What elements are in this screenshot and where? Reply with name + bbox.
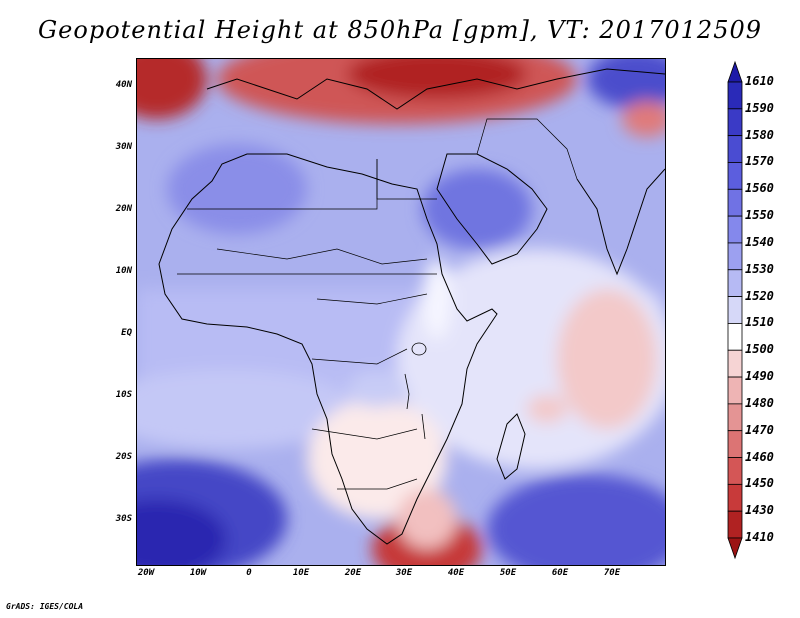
- lat-label-40n: 40N: [115, 80, 132, 90]
- border-south-africa: [337, 478, 418, 490]
- colorbar-label: 1490: [745, 369, 774, 384]
- map-title: Geopotential Height at 850hPa [gpm], VT:…: [38, 16, 762, 44]
- colorbar-bottom-arrow: [727, 537, 743, 560]
- border-central: [316, 293, 428, 305]
- field-arabia-high: [422, 169, 532, 249]
- geopotential-map: [137, 59, 665, 565]
- colorbar-segment: [727, 323, 743, 351]
- lakes: [404, 342, 427, 440]
- colorbar-label: 1410: [745, 530, 774, 544]
- colorbar-segment: [727, 510, 743, 539]
- lon-label-20e: 20E: [344, 568, 362, 578]
- colorbar-segment: [727, 296, 743, 324]
- border-egypt: [376, 159, 437, 200]
- colorbar-segment: [727, 215, 743, 244]
- lon-label-40e: 40E: [447, 568, 465, 578]
- field-south-indian-high: [487, 474, 665, 565]
- colorbar-label: 1470: [745, 422, 774, 437]
- border-congo: [311, 348, 408, 365]
- colorbar-segment: [727, 349, 743, 378]
- colorbar-segment: [727, 483, 743, 512]
- border-sahel: [216, 248, 428, 265]
- border-middle-east: [476, 118, 578, 180]
- colorbar-label: 1610: [745, 74, 774, 88]
- lon-label-20w: 20W: [137, 568, 155, 578]
- colorbar-segment: [727, 430, 743, 458]
- arabia-coastline: [436, 153, 548, 265]
- lat-label-10n: 10N: [115, 266, 132, 276]
- colorbar-label: 1590: [745, 100, 774, 115]
- colorbar-label: 1550: [745, 208, 774, 223]
- lon-label-70e: 70E: [603, 568, 621, 578]
- coastlines: [158, 68, 665, 545]
- colorbar-label: 1480: [745, 395, 774, 410]
- lon-label-10w: 10W: [189, 568, 207, 578]
- colorbar-label: 1450: [745, 476, 774, 491]
- colorbar-label: 1540: [745, 234, 774, 249]
- lon-label-60e: 60E: [551, 568, 569, 578]
- colorbar-label: 1430: [745, 503, 774, 518]
- colorbar-segment: [727, 269, 743, 297]
- madagascar-coastline: [496, 413, 526, 480]
- africa-coastline: [158, 153, 498, 545]
- colorbar-label: 1460: [745, 449, 774, 464]
- colorbar-label: 1500: [745, 342, 774, 357]
- colorbar-segment: [727, 81, 743, 110]
- colorbar-segment: [727, 188, 743, 217]
- field-himalaya-pink: [622, 101, 665, 137]
- lat-label-30s: 30S: [115, 514, 132, 524]
- colorbar-segment: [727, 108, 743, 137]
- colorbar-label: 1510: [745, 315, 774, 330]
- lake-malawi: [421, 413, 426, 440]
- lon-label-50e: 50E: [499, 568, 517, 578]
- colorbar: [727, 60, 743, 560]
- lon-label-30e: 30E: [395, 568, 413, 578]
- field-ethiopia-white: [423, 259, 451, 339]
- europe-coastline: [206, 68, 665, 110]
- field-south-atlantic-core: [137, 499, 227, 565]
- india-coastline: [576, 168, 665, 276]
- lake-victoria: [411, 342, 427, 356]
- field-med-low-core: [347, 59, 527, 99]
- lat-label-30n: 30N: [115, 142, 132, 152]
- field-sahara-blue: [167, 144, 307, 234]
- border-southern: [311, 428, 418, 440]
- colorbar-label: 1570: [745, 154, 774, 169]
- lon-label-0: 0: [246, 568, 252, 578]
- lon-label-10e: 10E: [292, 568, 310, 578]
- field-nw-low: [137, 59, 207, 119]
- lat-label-eq: EQ: [121, 328, 132, 338]
- footer-credit: GrADS: IGES/COLA: [6, 602, 84, 611]
- map-panel[interactable]: [136, 58, 666, 566]
- colorbar-top-arrow: [727, 60, 743, 83]
- colorbar-label: 1530: [745, 261, 774, 276]
- lat-label-20s: 20S: [115, 452, 132, 462]
- field-central-africa: [347, 371, 407, 407]
- lake-tanganyika: [404, 373, 410, 410]
- colorbar-segment: [727, 376, 743, 405]
- country-borders: [177, 118, 578, 490]
- lat-label-20n: 20N: [115, 204, 132, 214]
- colorbar-label: 1580: [745, 127, 774, 142]
- field-indian-ocean-spot: [527, 395, 567, 423]
- colorbar-label: 1520: [745, 288, 774, 303]
- field-indian-ocean-pink: [557, 289, 657, 429]
- colorbar-segment: [727, 403, 743, 432]
- field-ne-high: [587, 59, 665, 109]
- colorbar-segment: [727, 162, 743, 190]
- colorbar-label: 1560: [745, 181, 774, 196]
- colorbar-segment: [727, 135, 743, 163]
- field-south-low-edge: [397, 489, 457, 549]
- colorbar-segment: [727, 242, 743, 271]
- field-atlantic-light: [137, 369, 357, 449]
- colorbar-segment: [727, 457, 743, 485]
- lat-label-10s: 10S: [115, 390, 132, 400]
